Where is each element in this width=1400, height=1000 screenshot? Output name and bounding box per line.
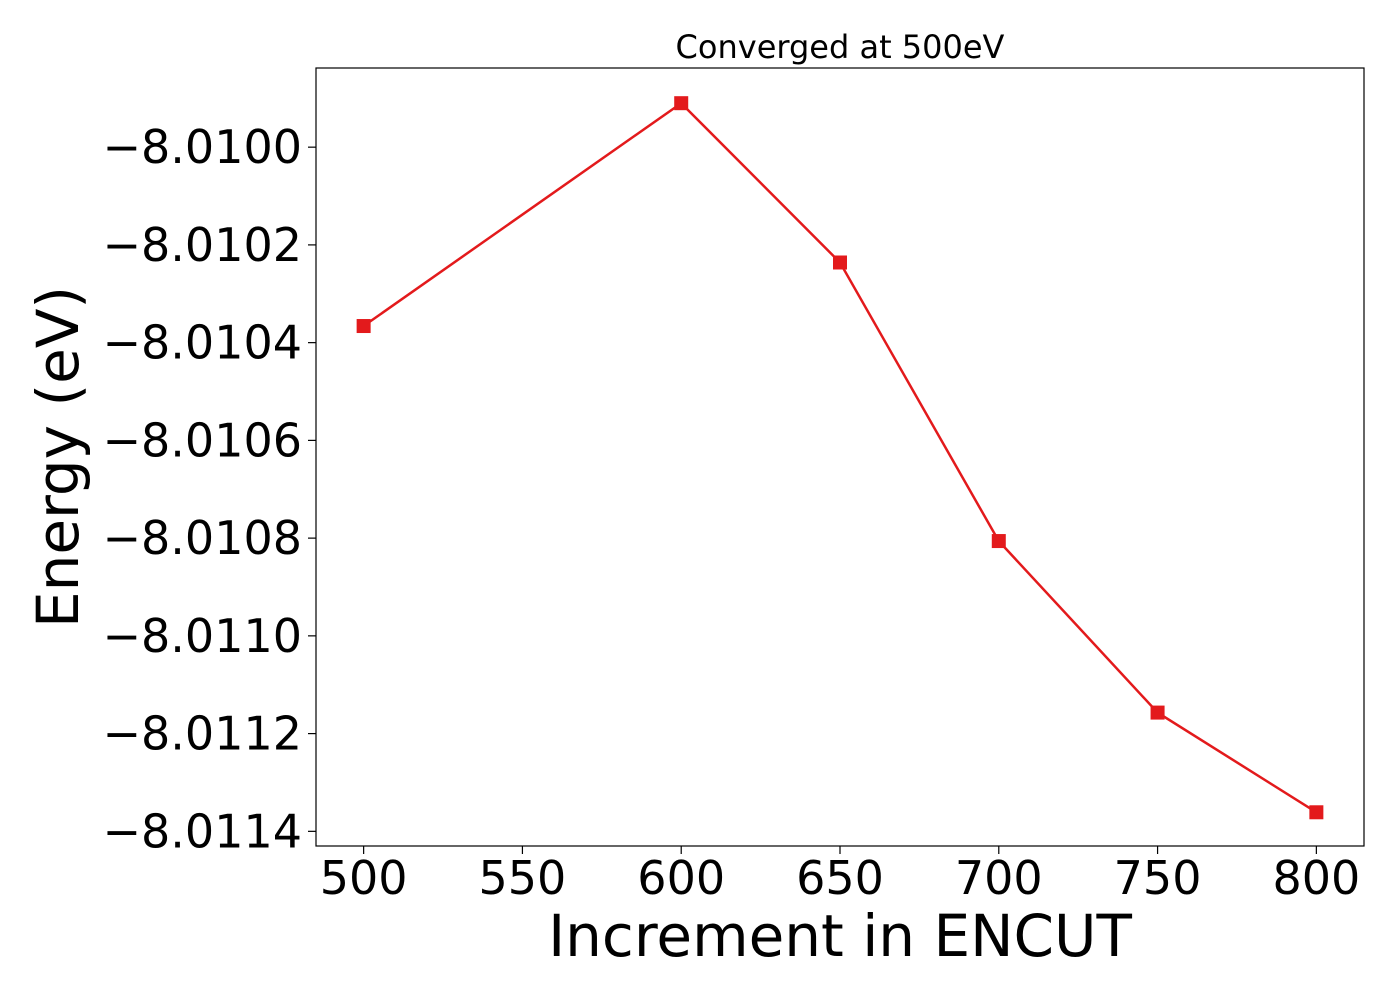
y-tick-label: −8.0108	[103, 511, 303, 565]
y-tick-label: −8.0100	[103, 120, 303, 174]
x-tick-label: 700	[955, 851, 1043, 905]
data-point-marker	[356, 319, 371, 334]
series-line	[362, 101, 1318, 814]
y-axis-ticks: −8.0100 −8.0102 −8.0104 −8.0106 −8.0108 −8.01…	[103, 120, 316, 858]
x-tick-label: 800	[1272, 851, 1360, 905]
data-point-marker	[991, 534, 1006, 549]
x-tick-label: 550	[479, 851, 567, 905]
x-tick-label: 650	[796, 851, 884, 905]
data-point-marker	[1309, 805, 1324, 820]
chart-title: Converged at 500eV	[676, 28, 1005, 66]
data-point-marker	[1150, 705, 1165, 720]
y-tick-label: −8.0114	[103, 804, 303, 858]
plot-frame	[315, 67, 1365, 847]
data-point-marker	[833, 255, 847, 270]
y-axis-label: Energy (eV)	[24, 286, 92, 628]
y-tick-label: −8.0102	[103, 218, 303, 272]
y-tick-label: −8.0106	[103, 413, 303, 467]
x-axis-label: Increment in ENCUT	[548, 902, 1132, 970]
x-tick-label: 500	[320, 851, 408, 905]
x-tick-label: 750	[1114, 851, 1202, 905]
x-tick-label: 600	[637, 851, 725, 905]
y-tick-label: −8.0104	[103, 316, 303, 370]
data-point-marker	[674, 96, 689, 111]
y-tick-label: −8.0110	[103, 609, 303, 663]
x-axis-ticks: 500 550 600 650 700 750 800	[320, 846, 1360, 905]
y-tick-label: −8.0112	[103, 707, 303, 761]
series-layer	[356, 96, 1324, 820]
